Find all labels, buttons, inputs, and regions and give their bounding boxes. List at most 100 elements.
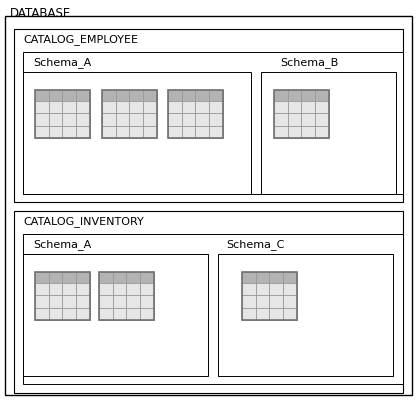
Bar [35,126,49,138]
Bar [63,90,76,101]
Bar [76,90,90,101]
Bar [126,295,140,308]
Text: Schema_A: Schema_A [33,239,91,250]
Bar [301,126,315,138]
Text: Schema_C: Schema_C [226,239,284,250]
Bar [49,272,63,283]
Bar [168,113,182,126]
Bar [116,126,130,138]
Bar [288,126,301,138]
Bar [269,295,283,308]
Bar [63,113,76,126]
Bar [140,308,154,320]
Bar [256,272,269,283]
Bar [116,101,130,113]
Bar [283,283,297,295]
Bar [63,295,76,308]
Bar [14,211,403,393]
Bar [102,101,116,113]
Bar [196,90,209,101]
Bar [23,72,251,194]
Bar [76,283,90,295]
Bar [102,126,116,138]
Bar [76,272,90,283]
Bar [140,283,154,295]
Bar [256,295,269,308]
Text: Schema_B: Schema_B [280,57,338,68]
Bar [63,283,76,295]
Bar [256,308,269,320]
Bar [140,272,154,283]
Bar [182,126,196,138]
Bar [168,126,182,138]
Bar [301,101,315,113]
Bar [113,295,126,308]
Bar [182,113,196,126]
Bar [76,126,90,138]
Bar [269,283,283,295]
Bar [209,126,223,138]
Bar [242,308,256,320]
Bar [168,90,223,138]
Text: Schema_A: Schema_A [33,57,91,68]
Bar [49,113,63,126]
Bar [14,29,403,202]
Bar [301,90,315,101]
Bar [242,272,297,320]
Bar [35,113,49,126]
Bar [218,254,393,376]
Bar [23,52,403,194]
Bar [242,295,256,308]
Bar [63,308,76,320]
Bar [63,126,76,138]
Bar [209,113,223,126]
Bar [196,113,209,126]
Bar [63,101,76,113]
Bar [23,254,208,376]
Bar [49,101,63,113]
Bar [63,272,76,283]
Bar [49,295,63,308]
Bar [116,113,130,126]
Bar [242,283,256,295]
Bar [102,90,116,101]
Bar [143,90,157,101]
Bar [126,283,140,295]
Bar [99,283,113,295]
Text: CATALOG_EMPLOYEE: CATALOG_EMPLOYEE [23,34,138,45]
Bar [182,101,196,113]
Bar [35,101,49,113]
Bar [283,272,297,283]
Bar [315,126,329,138]
Bar [315,101,329,113]
Bar [182,90,196,101]
Bar [76,113,90,126]
Bar [274,90,288,101]
Bar [113,308,126,320]
Bar [283,295,297,308]
Bar [130,113,143,126]
Bar [283,308,297,320]
Bar [49,126,63,138]
Bar [113,283,126,295]
Bar [49,90,63,101]
Bar [269,272,283,283]
Bar [99,308,113,320]
Bar [196,101,209,113]
Bar [168,101,182,113]
Bar [288,113,301,126]
Bar [315,113,329,126]
Bar [76,295,90,308]
Bar [102,113,116,126]
Bar [35,272,90,320]
Bar [49,283,63,295]
Bar [113,272,126,283]
Bar [274,101,288,113]
Bar [35,295,49,308]
Bar [274,90,329,138]
Bar [116,90,130,101]
Bar [130,101,143,113]
Bar [143,101,157,113]
Bar [99,272,154,320]
Bar [76,101,90,113]
